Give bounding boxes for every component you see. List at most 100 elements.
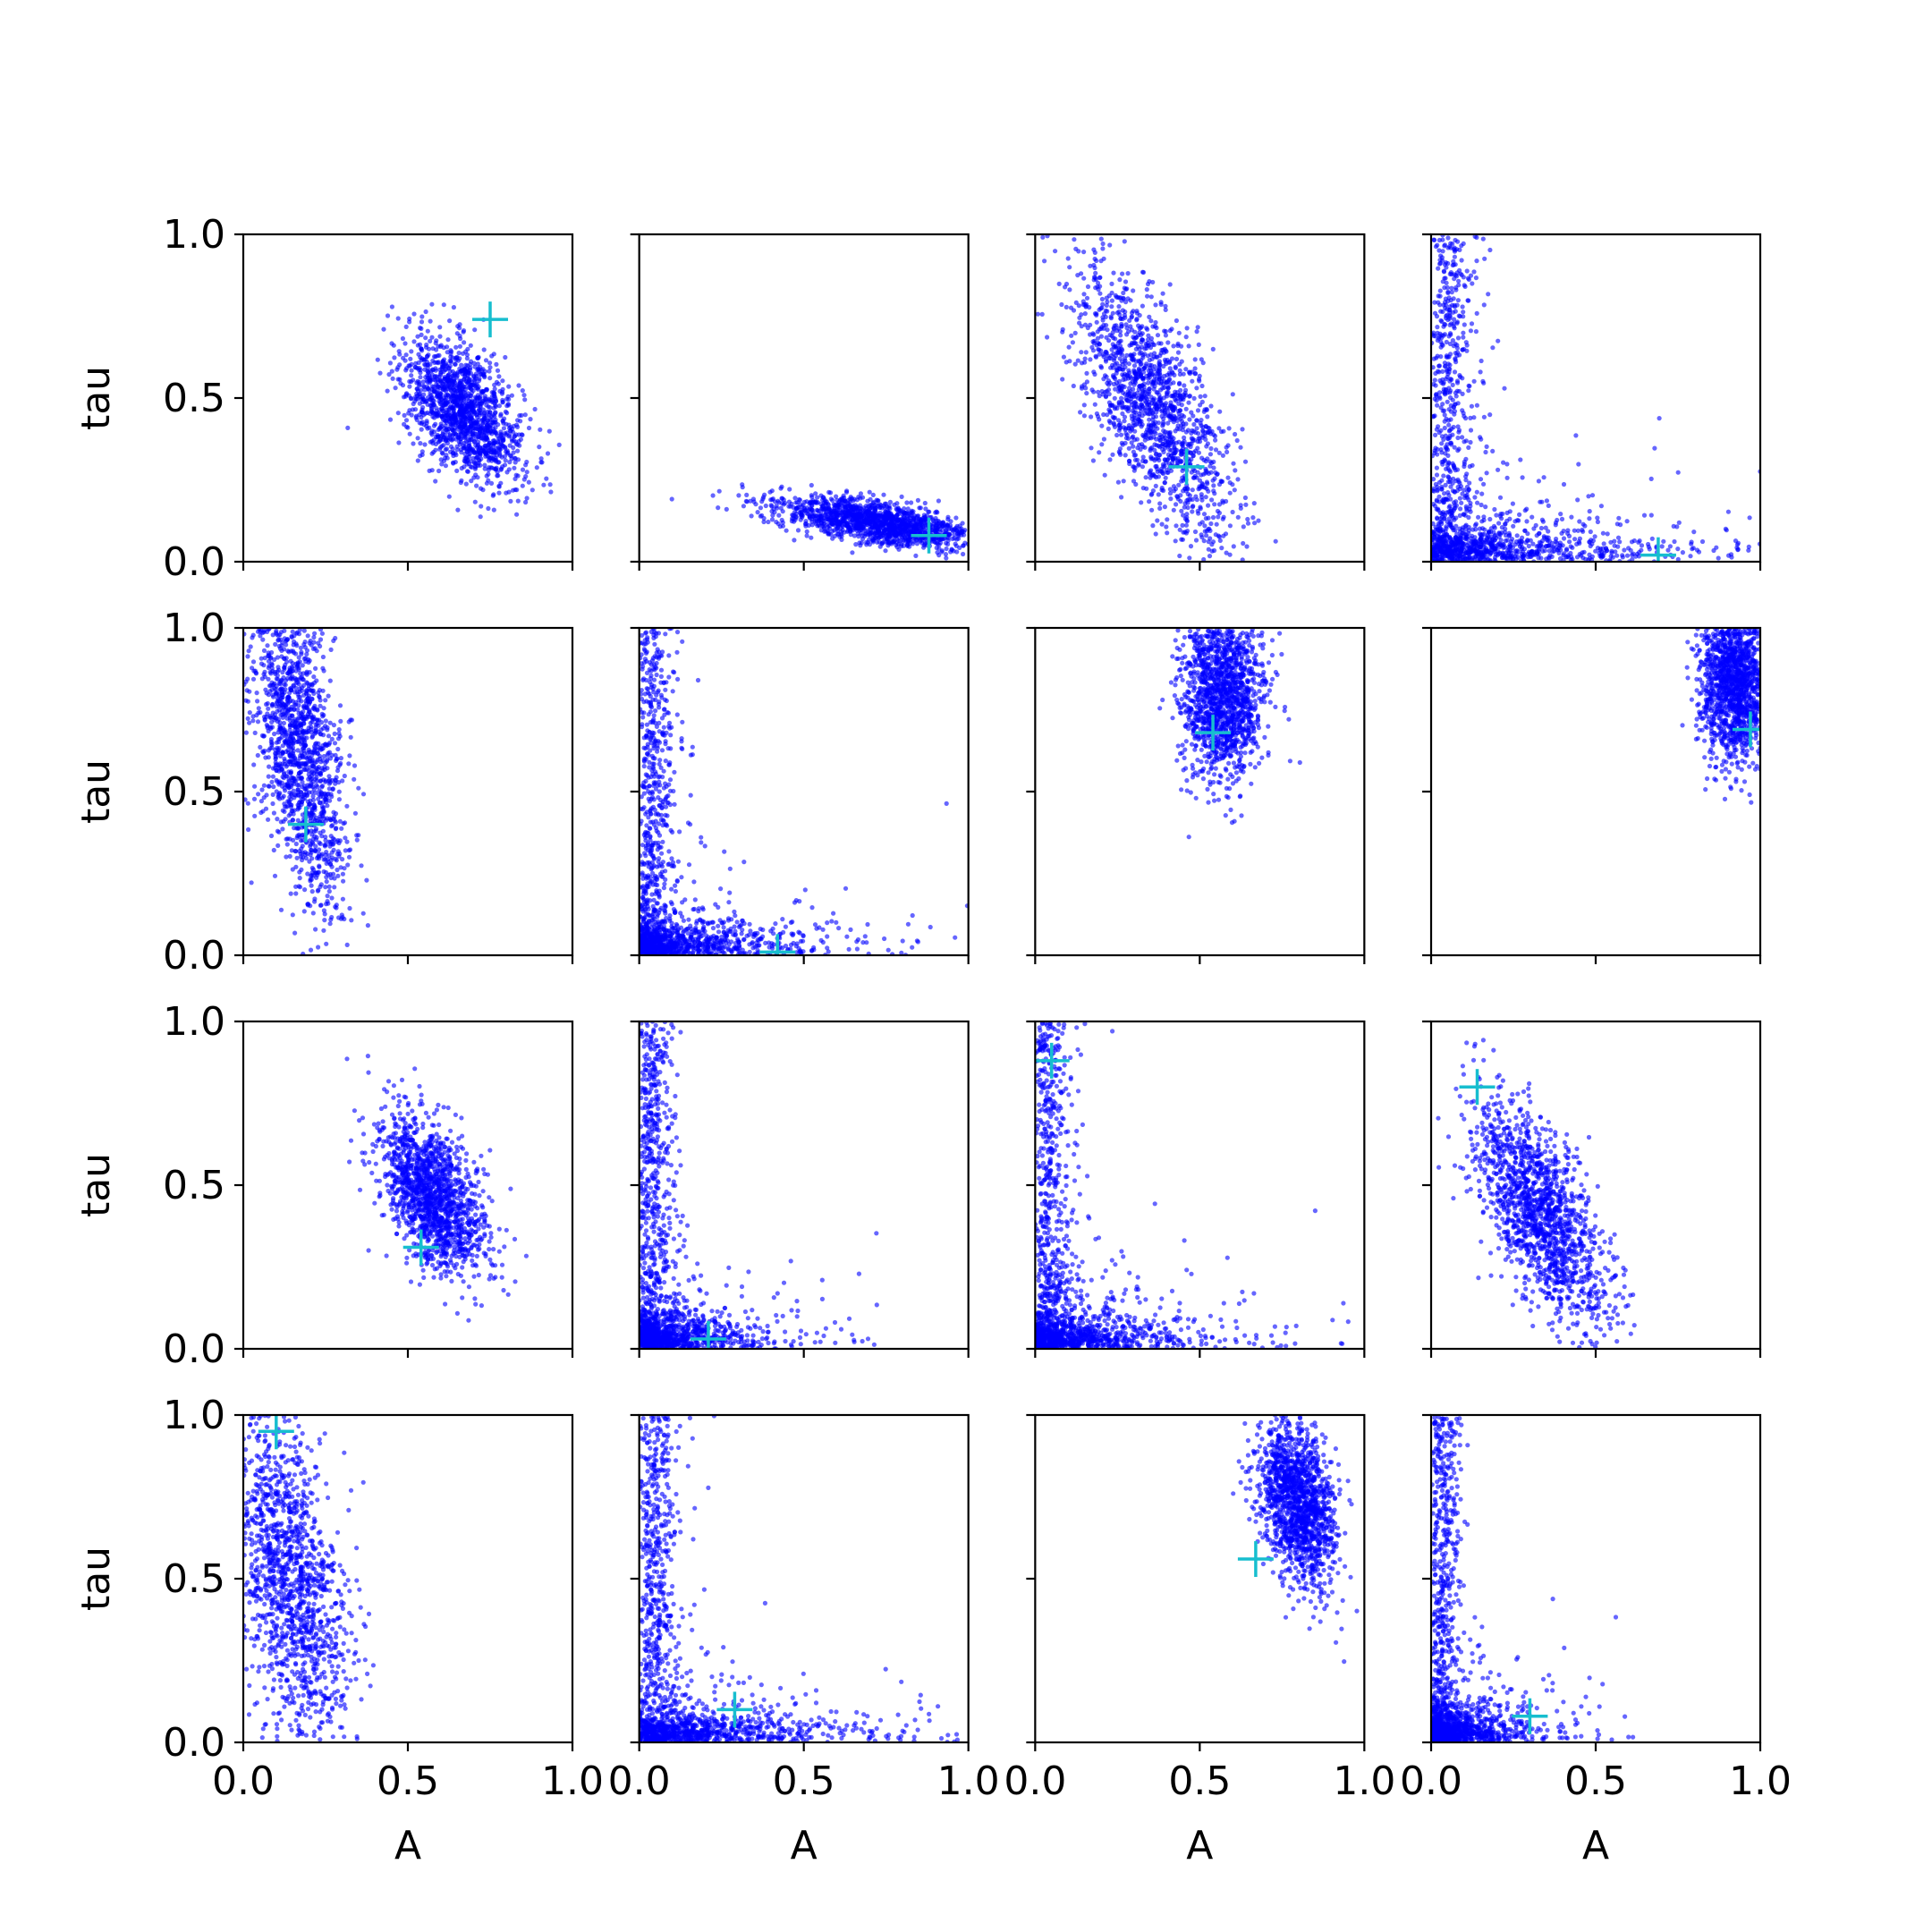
sample-point — [860, 495, 866, 500]
sample-point — [408, 356, 413, 361]
sample-point — [1587, 516, 1592, 521]
sample-point — [1187, 371, 1192, 377]
sample-point — [1230, 392, 1235, 397]
sample-point — [1056, 281, 1062, 286]
sample-point — [886, 504, 892, 509]
sample-point — [877, 544, 883, 549]
sample-point — [1230, 482, 1235, 487]
sample-point — [500, 378, 505, 384]
sample-point — [780, 520, 785, 525]
sample-point — [858, 514, 863, 520]
sample-point — [461, 443, 466, 448]
sample-point — [1250, 515, 1256, 521]
sample-point — [1121, 295, 1126, 301]
sample-point — [899, 494, 904, 500]
sample-point — [448, 436, 453, 442]
sample-point — [459, 465, 464, 471]
sample-point — [503, 354, 508, 360]
sample-point — [789, 501, 794, 506]
sample-point — [453, 344, 459, 350]
sample-point — [428, 377, 434, 382]
sample-point — [1449, 290, 1454, 295]
sample-point — [1207, 554, 1213, 559]
sample-point — [423, 335, 428, 341]
sample-point — [1126, 329, 1131, 335]
sample-point — [1173, 538, 1178, 544]
sample-point — [443, 463, 448, 469]
sample-point — [1157, 353, 1163, 359]
sample-point — [482, 429, 487, 435]
sample-point — [886, 514, 891, 520]
sample-point — [472, 499, 478, 504]
sample-point — [710, 493, 716, 498]
sample-point — [1161, 395, 1166, 401]
axes-frame — [242, 233, 574, 564]
sample-point — [1197, 521, 1202, 527]
sample-point — [462, 421, 468, 427]
sample-point — [1190, 509, 1195, 514]
sample-point — [443, 385, 448, 390]
sample-point — [1140, 454, 1146, 460]
sample-point — [523, 462, 529, 468]
sample-point — [1095, 280, 1101, 285]
sample-point — [1490, 448, 1496, 453]
sample-point — [468, 459, 474, 464]
sample-point — [856, 519, 861, 524]
sample-point — [491, 352, 496, 357]
sample-point — [446, 384, 452, 389]
sample-point — [480, 487, 486, 493]
sample-point — [458, 421, 463, 427]
sample-point — [429, 410, 435, 415]
sample-point — [1224, 449, 1230, 454]
sample-point — [496, 483, 502, 489]
sample-point — [453, 390, 458, 395]
sample-point — [945, 541, 951, 547]
sample-point — [1178, 458, 1183, 464]
sample-point — [502, 416, 507, 421]
sample-point — [818, 493, 824, 498]
sample-point — [1443, 482, 1448, 488]
sample-point — [792, 509, 798, 515]
sample-point — [1065, 256, 1071, 261]
sample-point — [436, 360, 441, 365]
sample-point — [871, 532, 877, 538]
sample-point — [459, 478, 464, 483]
sample-point — [1217, 409, 1223, 414]
sample-point — [1189, 410, 1194, 415]
sample-point — [1163, 443, 1168, 448]
sample-point — [1142, 346, 1148, 352]
sample-point — [1059, 301, 1064, 308]
sample-point — [1181, 397, 1186, 402]
sample-point — [411, 311, 417, 317]
sample-point — [1155, 333, 1161, 338]
sample-point — [431, 423, 436, 428]
sample-point — [829, 521, 835, 527]
sample-point — [1139, 361, 1144, 367]
sample-point — [1191, 421, 1197, 428]
sample-point — [404, 424, 410, 429]
sample-point — [1156, 474, 1161, 479]
sample-point — [1217, 538, 1223, 544]
sample-point — [870, 539, 876, 545]
sample-point — [457, 333, 462, 339]
sample-point — [905, 506, 911, 512]
sample-point — [475, 462, 480, 469]
sample-point — [1497, 495, 1504, 500]
sample-point — [445, 393, 450, 398]
sample-point — [1097, 417, 1102, 422]
sample-point — [1161, 463, 1166, 470]
sample-point — [909, 500, 914, 505]
sample-point — [1151, 342, 1157, 348]
sample-point — [1096, 287, 1101, 292]
sample-point — [537, 445, 542, 450]
sample-point — [524, 496, 530, 501]
sample-point — [1081, 413, 1087, 419]
sample-point — [424, 342, 429, 348]
sample-point — [1201, 512, 1208, 517]
sample-point — [1167, 372, 1173, 377]
sample-point — [1134, 318, 1140, 323]
sample-point — [1126, 445, 1131, 451]
sample-point — [1191, 395, 1197, 401]
sample-point — [1199, 492, 1204, 497]
sample-point — [741, 504, 747, 509]
